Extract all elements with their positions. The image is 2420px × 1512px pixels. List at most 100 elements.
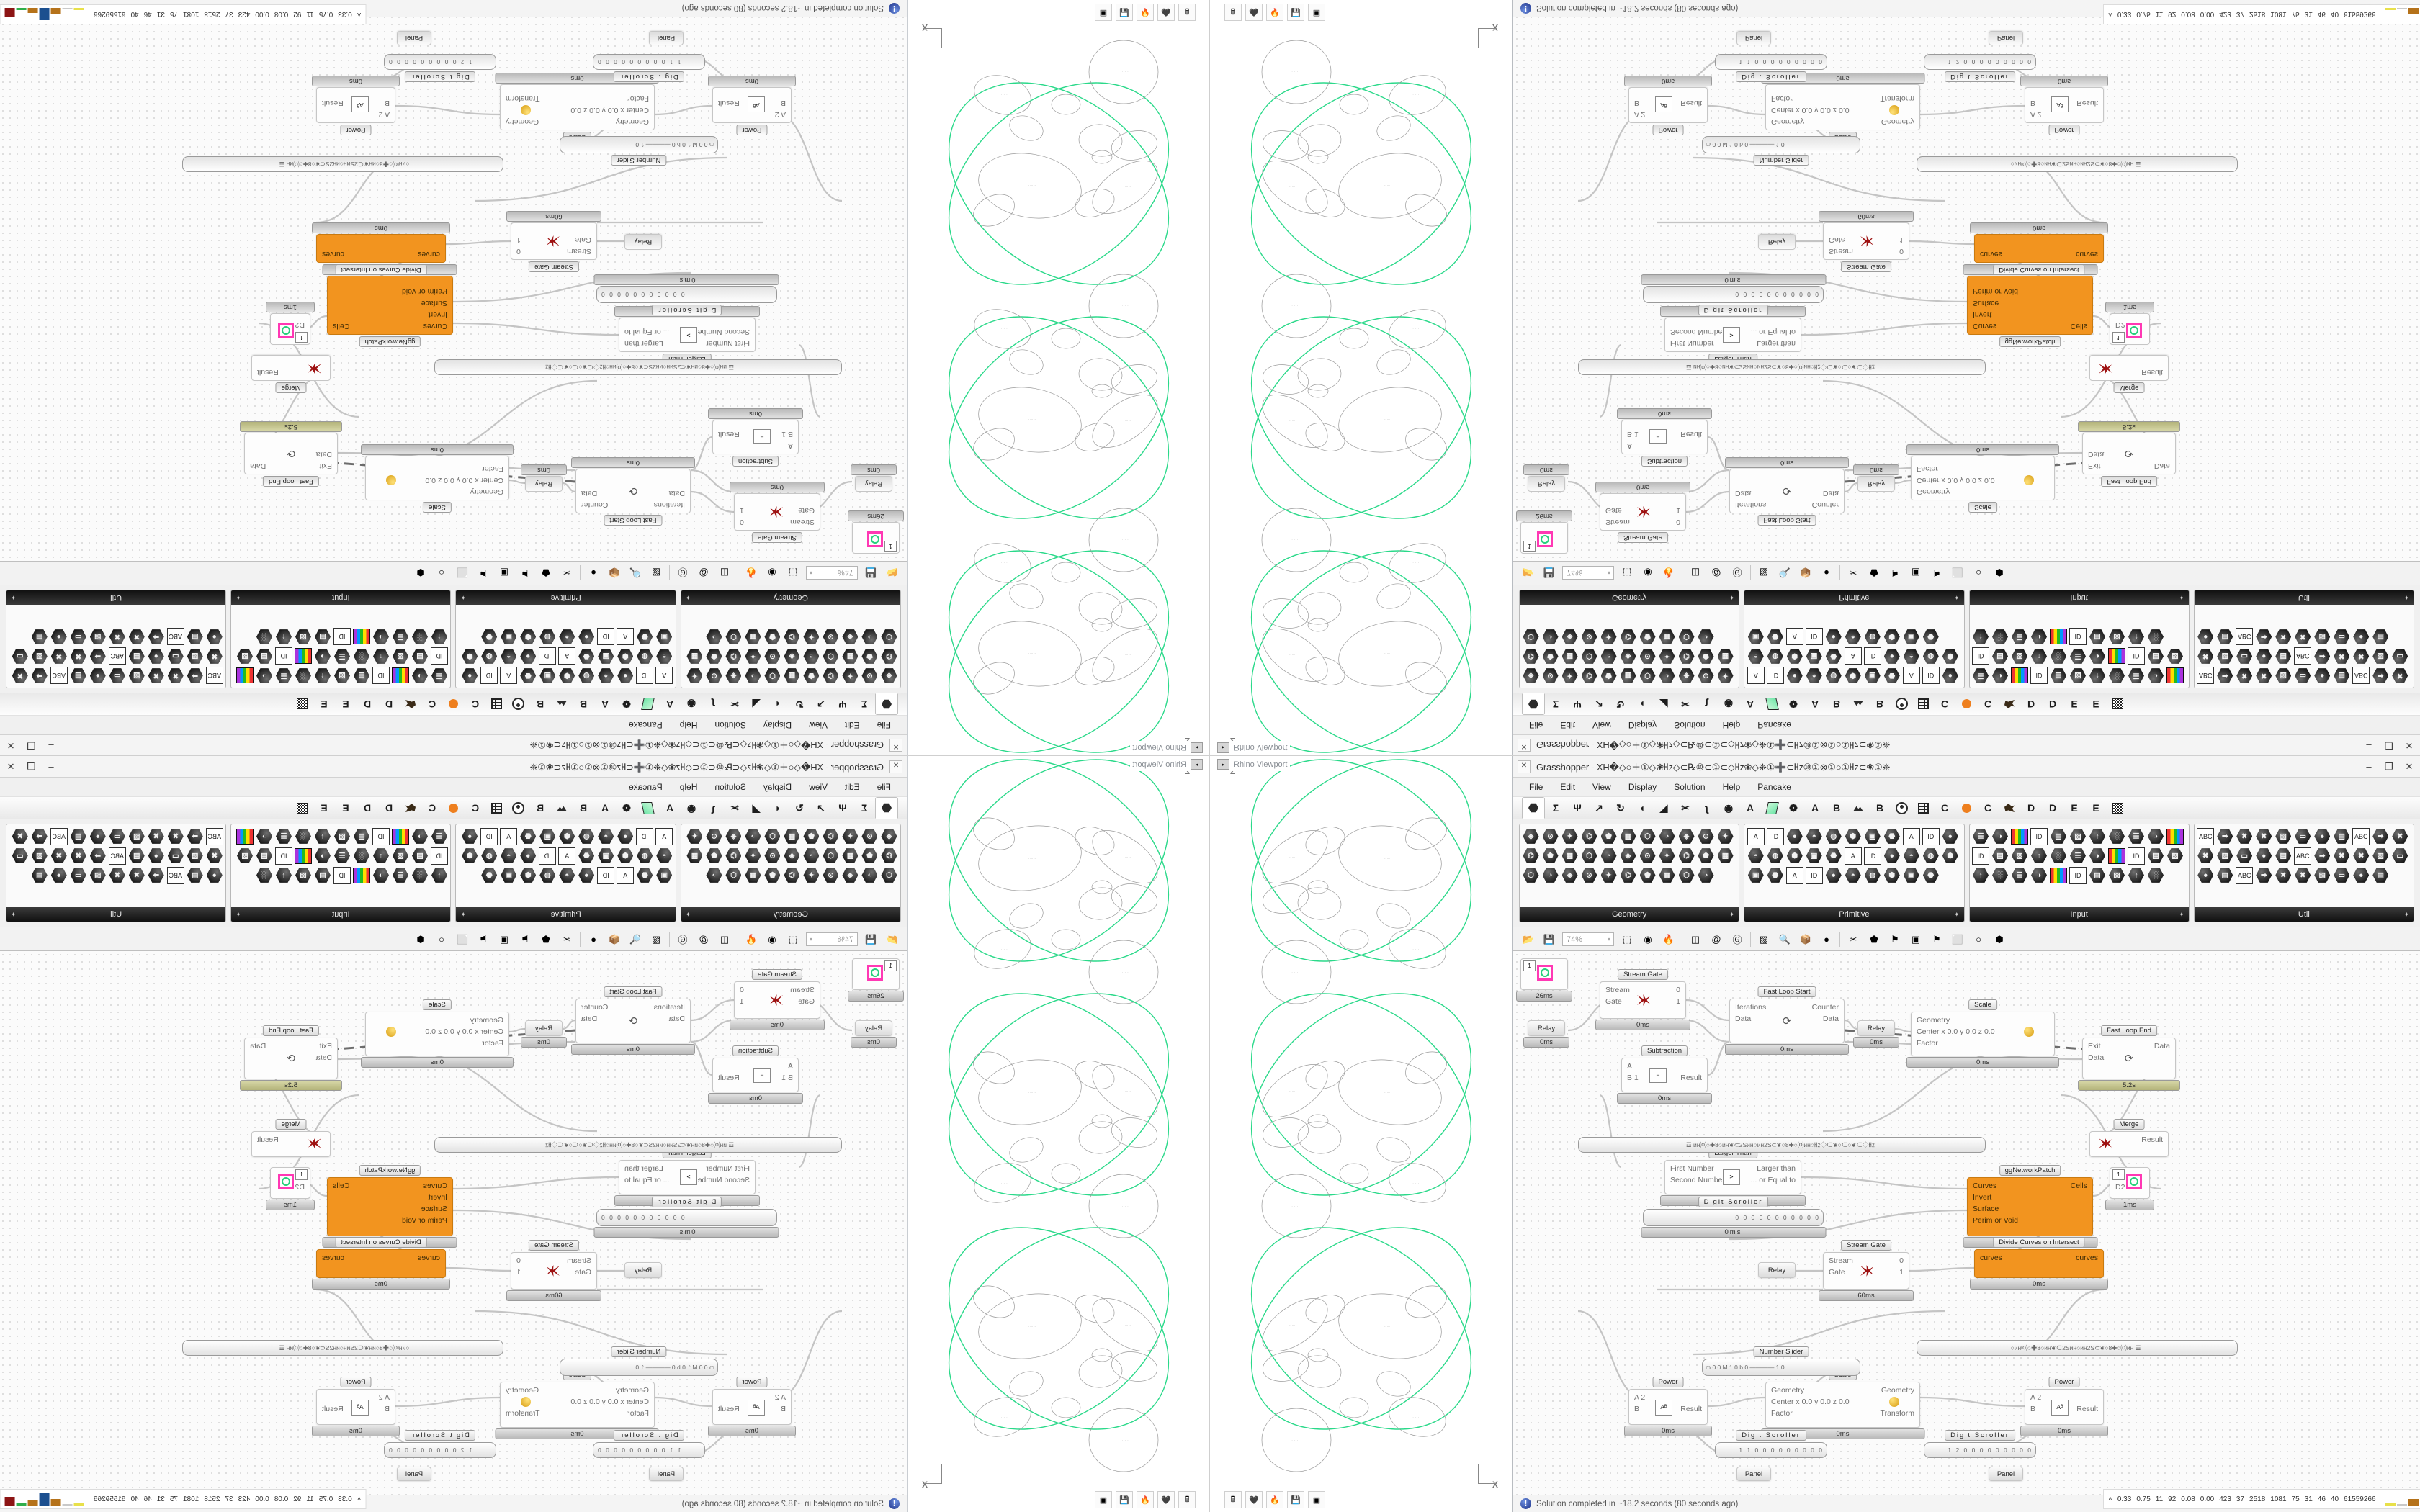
gh-node-port-out[interactable]: Larger than <box>624 1164 663 1173</box>
ribbon-icon[interactable]: ◔ <box>861 866 879 884</box>
ribbon-icon[interactable]: A <box>617 866 635 884</box>
ink-splat-icon[interactable]: 🖤 <box>1157 4 1175 21</box>
ribbon-icon[interactable]: ░ <box>353 847 371 865</box>
gh-node-port-in[interactable]: Invert <box>428 310 447 319</box>
gh-node-port-out[interactable]: Cells <box>2070 1182 2087 1190</box>
gh-node[interactable]: Stream 0 Gate 1 Stream Gate 60ms <box>1819 1240 1914 1301</box>
tab-sets[interactable]: Ψ <box>1573 698 1582 710</box>
gh-node-port-in[interactable]: B <box>780 1405 786 1413</box>
toolbar-icon-scissors[interactable]: ✂ <box>1849 567 1857 579</box>
ribbon-icon[interactable]: ⬢ <box>1941 647 1959 665</box>
ribbon-icon[interactable]: ⬢ <box>1941 847 1959 865</box>
ribbon-icon[interactable]: ▤ <box>314 866 332 884</box>
gh-node-port-out[interactable]: 1 <box>1676 997 1680 1006</box>
ribbon-icon[interactable]: ✦ <box>686 827 704 845</box>
ribbon-icon[interactable]: ✖ <box>69 647 87 665</box>
ribbon-icon[interactable]: ▭ <box>108 667 126 685</box>
ribbon-icon[interactable]: ⊙ <box>763 647 781 665</box>
ribbon-icon[interactable]: ⌬ <box>1522 647 1540 665</box>
ribbon-icon[interactable]: ▤ <box>186 866 204 884</box>
ribbon-icon[interactable]: ◔ <box>1697 628 1715 646</box>
toolbar-icon-at-sign[interactable]: @ <box>699 567 709 578</box>
ribbon-icon[interactable]: ▤ <box>2372 628 2390 646</box>
ribbon-icon[interactable]: ▣ <box>1863 827 1881 845</box>
gh-node-port-in[interactable]: B 1 <box>1627 1074 1639 1082</box>
ribbon-icon[interactable]: ▭ <box>2391 647 2409 665</box>
ribbon-icon[interactable]: ◈ <box>1522 667 1540 685</box>
ribbon-icon[interactable]: ◈ <box>1677 827 1695 845</box>
ribbon-icon[interactable]: ⌬ <box>783 628 801 646</box>
ribbon-icon[interactable]: ID <box>333 628 351 646</box>
ribbon-icon[interactable]: ID <box>480 667 498 685</box>
gh-node[interactable]: m 0.0 M 1.0 b 0 ———— 1.0 Number Slider <box>1702 136 1860 166</box>
ribbon-icon[interactable]: ░ <box>2108 667 2126 685</box>
gh-node[interactable]: Panel <box>1989 1467 2023 1481</box>
ribbon-icon[interactable]: ◑ <box>314 647 332 665</box>
ribbon-icon[interactable]: ID <box>275 647 293 665</box>
gh-node-port-in[interactable]: Curves <box>1973 1182 1997 1190</box>
gh-node[interactable]: Stream 0 Gate 1 Stream Gate 60ms <box>1819 211 1914 272</box>
gh-node[interactable]: 1 2 0 0 0 0 0 0 0 0 0 Digit Scroller <box>384 1430 496 1458</box>
ribbon-icon[interactable]: ░ <box>256 866 274 884</box>
ribbon-icon[interactable]: ABC <box>50 827 68 845</box>
ribbon-icon[interactable]: ◑ <box>1991 827 2009 845</box>
ribbon-icon[interactable]: ➡ <box>89 847 107 865</box>
gh-node-port-in[interactable]: Perim or Void <box>401 1216 447 1225</box>
gh-node[interactable]: A 2 B Result Aᴮ Power 0ms <box>312 1377 400 1436</box>
gh-node[interactable]: curves curves Divide Curves on Intersect 0m… <box>312 222 450 275</box>
ribbon-icon[interactable]: ➡ <box>2255 866 2273 884</box>
tab-b2[interactable]: B <box>536 802 544 814</box>
ribbon-icon[interactable]: ▣ <box>655 628 673 646</box>
ribbon-icon[interactable]: ▭ <box>2333 866 2351 884</box>
ribbon-icon[interactable]: ◔ <box>1658 667 1676 685</box>
gh-node-port-out[interactable]: 1 <box>516 1268 521 1277</box>
ribbon-icon[interactable]: ✖ <box>50 847 68 865</box>
ribbon-icon[interactable] <box>295 647 313 665</box>
ribbon-icon[interactable]: A <box>655 667 673 685</box>
gh-node-port-out[interactable]: 0 <box>1899 1256 1904 1265</box>
menu-item-edit[interactable]: Edit <box>844 720 860 730</box>
ribbon-icon[interactable]: ABC <box>2294 847 2312 865</box>
ribbon-icon[interactable]: ◑ <box>256 827 274 845</box>
gh-node[interactable]: Result Merge <box>2089 1119 2169 1157</box>
ribbon-icon[interactable]: ▨ <box>392 847 410 865</box>
ribbon-icon[interactable]: ⬟ <box>1541 847 1559 865</box>
toolbar-icon-profiler[interactable]: ◫ <box>720 933 730 945</box>
ribbon-icon[interactable]: ▧ <box>2313 866 2331 884</box>
toolbar-icon-hex[interactable]: ⬢ <box>416 933 425 945</box>
gh-node-port-out[interactable]: Counter <box>581 1003 609 1012</box>
ribbon-icon[interactable]: ID <box>431 647 449 665</box>
ribbon-icon[interactable]: A <box>558 847 576 865</box>
ribbon-icon[interactable]: ● <box>461 667 479 685</box>
save-disk-icon[interactable]: 💾 <box>864 567 877 579</box>
tab-intersect[interactable]: ✂ <box>1681 698 1690 711</box>
ribbon-icon[interactable]: ⬢ <box>1785 647 1803 665</box>
ribbon-icon[interactable]: ▨ <box>333 827 351 845</box>
ribbon-icon[interactable]: ➡ <box>2372 827 2390 845</box>
ribbon-icon[interactable]: ⌬ <box>822 667 840 685</box>
gh-node-port-in[interactable]: Curves <box>1973 322 1997 330</box>
tab-a1[interactable]: A <box>666 698 674 710</box>
gh-node[interactable]: Iterations Counter Data Data ⟳ Fast Loop Star… <box>1725 986 1849 1055</box>
tab-dither[interactable] <box>2107 694 2128 714</box>
ribbon-icon[interactable]: ABC <box>108 847 126 865</box>
ribbon-icon[interactable]: ▨ <box>236 847 254 865</box>
ribbon-icon[interactable]: ◑ <box>372 866 390 884</box>
gh-group-bar[interactable]: ☲ ин⒪○✚8○ин❦⊂2Sин○ин2S⊂❦○8✚○⒪ин○㎐◇⊂❦○⊂○❦… <box>1578 1137 1986 1153</box>
ribbon-icon[interactable]: A <box>500 667 518 685</box>
ribbon-icon[interactable]: ▨ <box>2069 667 2087 685</box>
tab-display[interactable]: ◉ <box>1724 698 1734 711</box>
gh-node-port-in[interactable]: Factor <box>482 464 503 473</box>
ribbon-icon[interactable]: ✦ <box>1600 866 1618 884</box>
gh-node[interactable]: 1 1 0 0 0 0 0 0 0 0 0 Digit Scroller <box>593 54 705 82</box>
gh-node-port-in[interactable]: Gate <box>1829 1268 1845 1277</box>
ribbon-icon[interactable] <box>236 827 254 845</box>
ribbon-icon[interactable]: ▦ <box>1716 847 1734 865</box>
calculator-icon[interactable]: 🖩 <box>1178 4 1196 21</box>
ribbon-icon[interactable]: ↑ <box>2128 628 2146 646</box>
gh-node-port-in[interactable]: Perim or Void <box>1973 1216 2019 1225</box>
ribbon-icon[interactable]: ◍ <box>1824 667 1842 685</box>
menu-item-pancake[interactable]: Pancake <box>629 782 663 792</box>
gh-node-port-in[interactable]: Factor <box>627 94 649 103</box>
gh-node-port-out[interactable]: Larger than <box>624 339 663 348</box>
